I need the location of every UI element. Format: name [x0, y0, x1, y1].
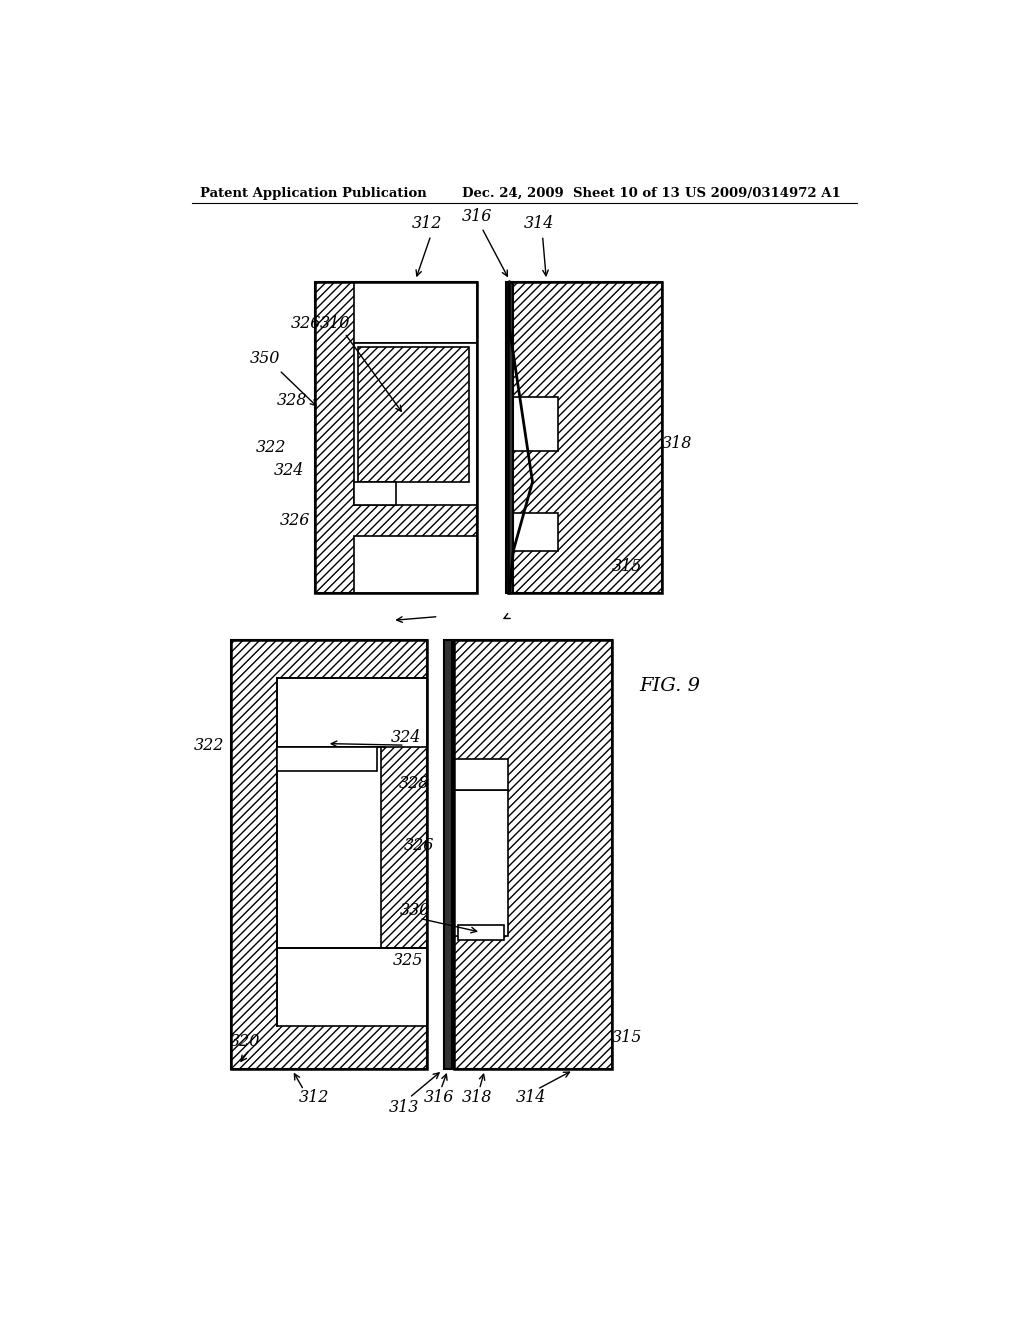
Text: Dec. 24, 2009  Sheet 10 of 13: Dec. 24, 2009 Sheet 10 of 13 [462, 186, 679, 199]
Bar [458, 924, 504, 940]
Text: 330: 330 [400, 902, 431, 919]
Text: 322: 322 [256, 438, 286, 455]
Text: 318: 318 [663, 434, 692, 451]
Text: 325: 325 [392, 952, 423, 969]
Text: 310: 310 [319, 315, 350, 333]
Bar [276, 747, 381, 948]
Text: 315: 315 [612, 1030, 642, 1047]
Text: 314: 314 [516, 1089, 546, 1106]
Bar [508, 397, 558, 451]
Text: 328: 328 [398, 775, 429, 792]
Text: 320: 320 [229, 1034, 260, 1051]
Bar [508, 512, 558, 552]
Text: US 2009/0314972 A1: US 2009/0314972 A1 [685, 186, 841, 199]
Bar [276, 747, 377, 771]
Bar [508, 281, 662, 594]
Bar [354, 482, 396, 506]
Bar [508, 281, 662, 594]
Bar [454, 640, 611, 1069]
Bar [444, 640, 452, 1069]
Text: 322: 322 [194, 737, 224, 754]
Bar [354, 343, 477, 506]
Text: 312: 312 [299, 1089, 329, 1106]
Text: 328: 328 [278, 392, 307, 409]
Text: 314: 314 [523, 215, 554, 232]
Text: 315: 315 [612, 558, 642, 576]
Bar [357, 347, 469, 482]
Text: 312: 312 [412, 215, 442, 232]
Bar [506, 281, 513, 594]
Text: 326: 326 [404, 837, 434, 854]
Bar [354, 536, 477, 594]
Text: FIG. 9: FIG. 9 [639, 677, 700, 694]
Bar [454, 789, 508, 936]
Bar [230, 640, 427, 1069]
Bar [454, 640, 611, 1069]
Text: 313: 313 [389, 1098, 419, 1115]
Bar [315, 281, 477, 594]
Text: 350: 350 [250, 350, 281, 367]
Text: 318: 318 [462, 1089, 493, 1106]
Bar [354, 281, 477, 343]
Text: 324: 324 [274, 462, 304, 479]
Text: 324: 324 [391, 729, 422, 746]
Bar [276, 678, 427, 747]
Text: 326: 326 [291, 315, 322, 333]
Text: 316: 316 [462, 207, 493, 224]
Bar [315, 281, 477, 594]
Bar [454, 759, 508, 789]
Bar [230, 640, 427, 1069]
Text: 316: 316 [423, 1089, 454, 1106]
Bar [276, 948, 427, 1026]
Text: 326: 326 [281, 512, 310, 529]
Text: Patent Application Publication: Patent Application Publication [200, 186, 427, 199]
